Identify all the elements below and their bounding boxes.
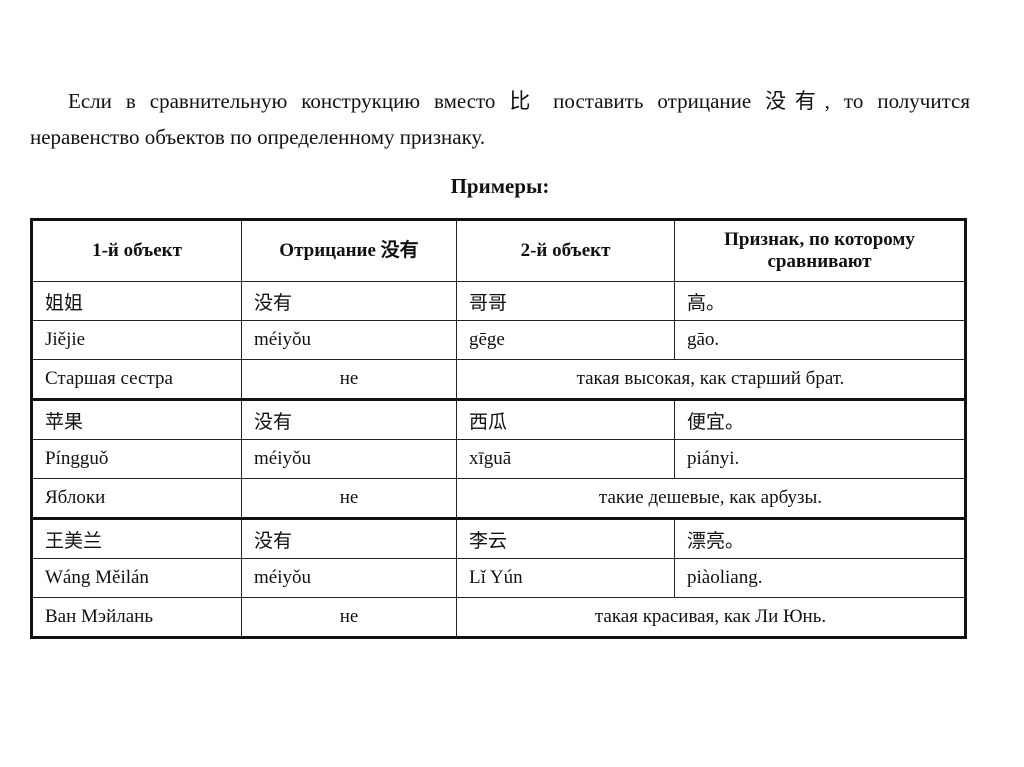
table-row-hanzi: 王美兰 没有 李云 漂亮。	[31, 518, 966, 559]
hanzi-cell: 西瓜	[456, 399, 675, 440]
pinyin-cell: piányi.	[674, 439, 966, 479]
table-row-pinyin: Wáng Měilán méiyǒu Lǐ Yún piàoliang.	[31, 558, 966, 598]
examples-table: 1-й объект Отрицание 没有 2-й объект Призн…	[30, 218, 967, 639]
pinyin-cell: gēge	[456, 320, 675, 360]
hanzi-cell: 没有	[241, 518, 457, 559]
hanzi-cell: 便宜。	[674, 399, 966, 440]
translation-cell: такие дешевые, как арбузы.	[456, 478, 966, 520]
translation-cell: не	[241, 597, 457, 638]
translation-cell: Старшая сестра	[31, 359, 242, 401]
translation-cell: Яблоки	[31, 478, 242, 520]
hanzi-cell: 姐姐	[31, 281, 242, 321]
translation-cell: Ван Мэйлань	[31, 597, 242, 638]
pinyin-cell: piàoliang.	[674, 558, 966, 598]
hanzi-cell: 苹果	[31, 399, 242, 440]
pinyin-cell: Wáng Měilán	[31, 558, 242, 598]
hanzi-cell: 李云	[456, 518, 675, 559]
table-row-hanzi: 姐姐 没有 哥哥 高。	[31, 281, 966, 321]
pinyin-cell: Píngguǒ	[31, 439, 242, 479]
table-row-hanzi: 苹果 没有 西瓜 便宜。	[31, 399, 966, 440]
pinyin-cell: Lǐ Yún	[456, 558, 675, 598]
hanzi-cell: 没有	[241, 281, 457, 321]
table-row-translation: Старшая сестра не такая высокая, как старш…	[31, 359, 966, 401]
pinyin-cell: méiyǒu	[241, 439, 457, 479]
table-row-pinyin: Jiějie méiyǒu gēge gāo.	[31, 320, 966, 360]
table-header-row: 1-й объект Отрицание 没有 2-й объект Призн…	[31, 219, 966, 282]
pinyin-cell: méiyǒu	[241, 320, 457, 360]
hanzi-cell: 高。	[674, 281, 966, 321]
hanzi-cell: 漂亮。	[674, 518, 966, 559]
header-first-object: 1-й объект	[31, 219, 242, 282]
hanzi-cell: 王美兰	[31, 518, 242, 559]
table-row-translation: Ван Мэйлань не такая красивая, как Ли Юнь.	[31, 597, 966, 638]
hanzi-cell: 没有	[241, 399, 457, 440]
header-negation: Отрицание 没有	[241, 219, 457, 282]
pinyin-cell: xīguā	[456, 439, 675, 479]
pinyin-cell: gāo.	[674, 320, 966, 360]
translation-cell: не	[241, 478, 457, 520]
pinyin-cell: Jiějie	[31, 320, 242, 360]
hanzi-cell: 哥哥	[456, 281, 675, 321]
intro-paragraph: Если в сравнительную конструкцию вместо …	[30, 89, 970, 149]
header-second-object: 2-й объект	[456, 219, 675, 282]
translation-cell: не	[241, 359, 457, 401]
table-row-pinyin: Píngguǒ méiyǒu xīguā piányi.	[31, 439, 966, 479]
table-row-translation: Яблоки не такие дешевые, как арбузы.	[31, 478, 966, 520]
pinyin-cell: méiyǒu	[241, 558, 457, 598]
examples-heading: Примеры:	[450, 174, 550, 198]
header-attribute: Признак, по которому сравнивают	[674, 219, 966, 282]
translation-cell: такая красивая, как Ли Юнь.	[456, 597, 966, 638]
translation-cell: такая высокая, как старший брат.	[456, 359, 966, 401]
